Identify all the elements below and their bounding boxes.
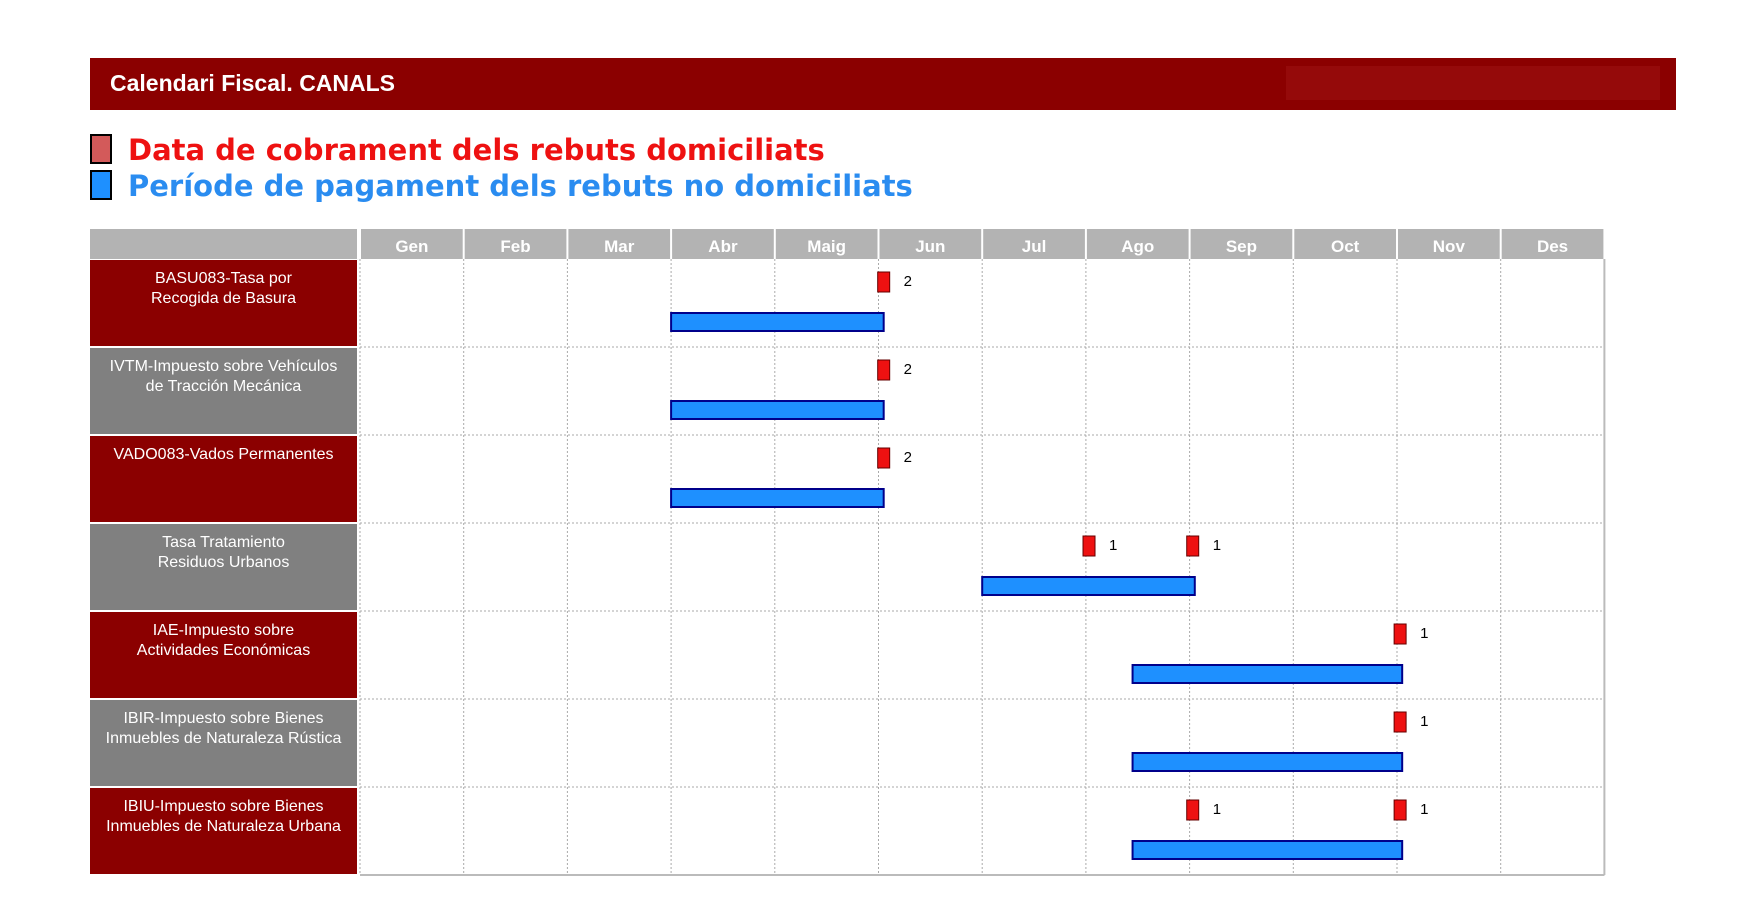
collection-marker [877,271,891,293]
header-corner [90,229,357,259]
month-header-cell [1086,229,1189,259]
row-label-text: Inmuebles de Naturaleza Urbana [106,818,341,835]
month-header-cell [1190,229,1293,259]
row-label-cell [90,436,357,522]
row-label-text: Actividades Económicas [137,642,310,659]
payment-period-bar [670,312,885,332]
collection-marker [1186,799,1200,821]
row-label-text: de Tracción Mecánica [146,378,302,395]
collection-marker-label: 2 [904,273,912,290]
month-label-des: Des [1537,237,1568,256]
row-label-cell [90,788,357,874]
legend-blue-swatch [90,170,112,200]
row-label-text: IVTM-Impuesto sobre Vehículos [110,358,338,375]
payment-period-bar [670,488,885,508]
row-label-text: VADO083-Vados Permanentes [114,446,334,463]
collection-marker [1393,623,1407,645]
collection-marker-label: 1 [1420,625,1428,642]
month-label-jun: Jun [915,237,945,256]
payment-period-bar [981,576,1196,596]
row-label-cell [90,524,357,610]
collection-marker-label: 1 [1109,537,1117,554]
payment-period-bar [1131,752,1404,772]
collection-marker-label: 2 [904,361,912,378]
month-header-cell [775,229,878,259]
month-label-maig: Maig [807,237,846,256]
collection-marker [1186,535,1200,557]
collection-marker-label: 1 [1213,801,1221,818]
collection-marker-label: 1 [1213,537,1221,554]
month-label-oct: Oct [1331,237,1360,256]
collection-marker [1082,535,1096,557]
month-header-cell [672,229,774,259]
collection-marker [877,447,891,469]
payment-period-bar [1131,664,1404,684]
month-label-feb: Feb [500,237,530,256]
month-label-sep: Sep [1226,237,1257,256]
payment-period-bar [670,400,885,420]
month-header-cell [983,229,1085,259]
month-header-cell [1294,229,1396,259]
title-bar-shade [1286,66,1660,100]
month-label-mar: Mar [604,237,635,256]
row-label-text: Tasa Tratamiento [162,534,285,551]
legend-blue-label: Període de pagament dels rebuts no domic… [128,169,913,203]
collection-marker [877,359,891,381]
month-label-ago: Ago [1121,237,1154,256]
month-header-cell [464,229,567,259]
collection-marker-label: 1 [1420,801,1428,818]
legend-red-swatch [90,134,112,164]
row-label-text: IBIR-Impuesto sobre Bienes [123,710,323,727]
collection-marker [1393,711,1407,733]
row-label-text: Inmuebles de Naturaleza Rústica [106,730,342,747]
collection-marker [1393,799,1407,821]
month-header-cell [1398,229,1500,259]
month-header-cell [568,229,671,259]
legend-red-label: Data de cobrament dels rebuts domiciliat… [128,133,825,167]
row-label-text: BASU083-Tasa por [155,270,293,287]
month-label-nov: Nov [1433,237,1466,256]
row-label-cell [90,260,357,346]
row-label-text: IBIU-Impuesto sobre Bienes [123,798,323,815]
month-label-gen: Gen [395,237,428,256]
month-header-cell [361,229,463,259]
collection-marker-label: 2 [904,449,912,466]
collection-marker-label: 1 [1420,713,1428,730]
row-label-text: Recogida de Basura [151,290,296,307]
month-label-abr: Abr [708,237,738,256]
title-bar: Calendari Fiscal. CANALS [90,58,1676,110]
row-label-cell [90,348,357,434]
row-label-cell [90,612,357,698]
row-label-text: IAE-Impuesto sobre [153,622,295,639]
month-header-cell [1501,229,1604,259]
page-title: Calendari Fiscal. CANALS [110,70,396,96]
row-label-text: Residuos Urbanos [158,554,290,571]
month-header-cell [879,229,982,259]
month-label-jul: Jul [1022,237,1047,256]
payment-period-bar [1131,840,1404,860]
row-label-cell [90,700,357,786]
